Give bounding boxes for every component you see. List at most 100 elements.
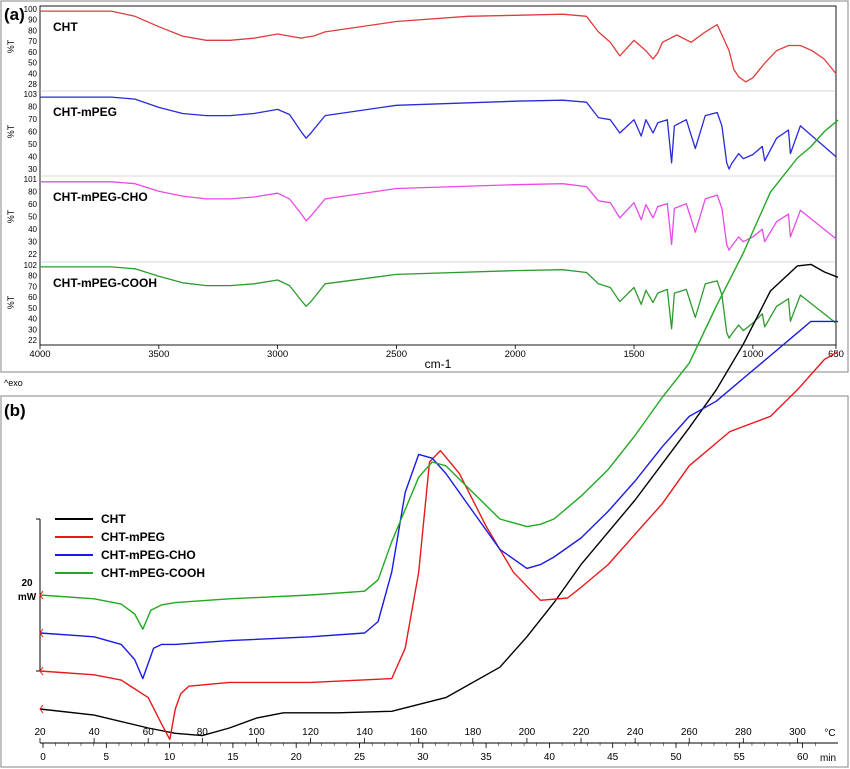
ftir-track: 103 80 70 60 50 40 30 %T CHT-mPEG [6, 90, 837, 174]
panel-a-y-axis-label: %T [6, 295, 16, 309]
panel-a-y-tick-label: 40 [28, 69, 37, 78]
legend: CHT CHT-mPEG CHT-mPEG-CHO CHT-mPEG-COOH [55, 512, 205, 580]
panel-b: ^exo (b) 20 mW CHTCHT-mPEGCHT-mPEG-CHOCH… [0, 119, 849, 768]
panel-a-y-tick-label: 28 [28, 80, 37, 89]
ftir-curve [40, 10, 837, 83]
panel-a-y-tick-label: 100 [24, 5, 38, 14]
panel-a-y-tick-label: 70 [28, 115, 37, 124]
panel-a-y-tick-label: 60 [28, 293, 37, 302]
temperature-tick-label: 100 [248, 727, 265, 738]
exo-label: ^exo [4, 378, 23, 388]
scale-label-value: 20 [21, 578, 33, 589]
dsc-curve [39, 263, 839, 737]
dsc-curve [39, 119, 839, 630]
panel-a-y-tick-label: 90 [28, 16, 37, 25]
ftir-curve [40, 266, 837, 339]
panel-a-plot-area [39, 5, 837, 346]
time-tick-label: 5 [104, 752, 110, 763]
legend-label: CHT [101, 512, 126, 526]
panel-a-y-tick-label: 80 [28, 26, 37, 35]
time-tick-label: 0 [40, 752, 46, 763]
panel-a-x-tick-label: 4000 [29, 349, 50, 360]
time-tick-label: 50 [670, 752, 682, 763]
panel-a-x-tick-label: 3000 [267, 349, 288, 360]
dsc-series [39, 351, 839, 741]
temperature-tick-label: 60 [143, 727, 155, 738]
panel-a-y-tick-label: 60 [28, 200, 37, 209]
series-label: CHT-mPEG-COOH [53, 276, 157, 290]
panel-a-y-axis-label: %T [6, 39, 16, 53]
temperature-unit: °C [824, 728, 835, 739]
temperature-tick-label: 280 [735, 727, 752, 738]
temperature-tick-label: 80 [197, 727, 209, 738]
panel-a-y-tick-label: 50 [28, 59, 37, 68]
time-tick-label: 15 [227, 752, 239, 763]
panel-a-y-tick-label: 40 [28, 315, 37, 324]
temperature-ticks: 20 40 60 80 100 120 140 160 180 200 220 240 260 280 30… [34, 727, 806, 743]
time-tick-label: 20 [291, 752, 303, 763]
temperature-tick-label: 300 [789, 727, 806, 738]
curve-start-marker [39, 704, 44, 714]
panel-a-y-tick-label: 40 [28, 153, 37, 162]
legend-label: CHT-mPEG-CHO [101, 548, 196, 562]
time-tick-label: 40 [544, 752, 556, 763]
panel-b-curves [39, 119, 839, 741]
panel-a-y-tick-label: 101 [24, 175, 38, 184]
minor-ticks [42, 743, 816, 746]
dsc-series [39, 320, 838, 680]
curve-start-marker [39, 590, 44, 600]
ftir-curve [40, 96, 837, 170]
curve-start-marker [39, 628, 44, 638]
panel-a-x-tick-label: 2500 [386, 349, 407, 360]
dsc-curve [39, 351, 839, 741]
panel-a-y-tick-label: 70 [28, 37, 37, 46]
temperature-tick-label: 120 [302, 727, 319, 738]
temperature-tick-label: 200 [519, 727, 536, 738]
panel-a-y-tick-label: 60 [28, 48, 37, 57]
panel-b-tag: (b) [4, 401, 26, 420]
panel-a-tag: (a) [4, 5, 25, 24]
time-tick-label: 60 [797, 752, 809, 763]
panel-a-frame [0, 0, 849, 373]
panel-a-x-tick-label: 2000 [505, 349, 526, 360]
panel-a-y-tick-label: 30 [28, 325, 37, 334]
panel-a-y-tick-label: 70 [28, 282, 37, 291]
temperature-tick-label: 220 [573, 727, 590, 738]
panel-a-x-tick-label: 650 [828, 349, 844, 360]
panel-a-y-tick-label: 103 [24, 90, 38, 99]
panel-a-y-tick-label: 30 [28, 238, 37, 247]
ftir-track: 101 80 60 50 40 30 22 %T CHT-mPEG-CHO [6, 175, 837, 259]
panel-a-y-tick-label: 50 [28, 213, 37, 222]
panel-a-y-tick-label: 80 [28, 272, 37, 281]
panel-a-x-ticks: 4000 3500 3000 2500 2000 1500 1000 650 [29, 345, 844, 360]
panel-a-y-tick-label: 22 [28, 250, 37, 259]
panel-a-xlabel: cm-1 [425, 357, 452, 371]
temperature-tick-label: 240 [627, 727, 644, 738]
panel-a-y-tick-label: 80 [28, 103, 37, 112]
temperature-tick-label: 260 [681, 727, 698, 738]
panel-a-y-tick-label: 50 [28, 140, 37, 149]
ftir-curve [40, 181, 837, 251]
temperature-tick-label: 40 [89, 727, 101, 738]
panel-a-x-tick-label: 3500 [148, 349, 169, 360]
legend-label: CHT-mPEG-COOH [101, 566, 205, 580]
series-label: CHT-mPEG [53, 105, 117, 119]
panel-a-y-tick-label: 80 [28, 188, 37, 197]
dsc-series [39, 119, 839, 630]
panel-a-y-tick-label: 102 [24, 261, 38, 270]
temperature-tick-label: 140 [356, 727, 373, 738]
dsc-series [39, 263, 839, 737]
series-label: CHT-mPEG-CHO [53, 190, 148, 204]
series-label: CHT [53, 20, 78, 34]
panel-a-y-tick-label: 30 [28, 165, 37, 174]
temperature-tick-label: 160 [410, 727, 427, 738]
curve-start-marker [39, 666, 44, 676]
panel-a-y-tick-label: 40 [28, 225, 37, 234]
scale-label-unit: mW [18, 592, 37, 603]
time-tick-label: 10 [164, 752, 176, 763]
panel-a-x-tick-label: 1000 [742, 349, 763, 360]
temperature-tick-label: 180 [464, 727, 481, 738]
panel-a: (a) cm-1 4000 3500 3000 2500 2000 1500 1000 650… [0, 0, 849, 373]
